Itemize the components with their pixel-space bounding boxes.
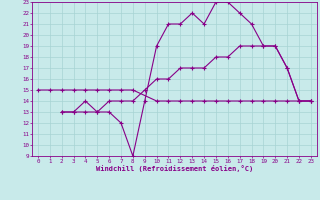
X-axis label: Windchill (Refroidissement éolien,°C): Windchill (Refroidissement éolien,°C)	[96, 165, 253, 172]
